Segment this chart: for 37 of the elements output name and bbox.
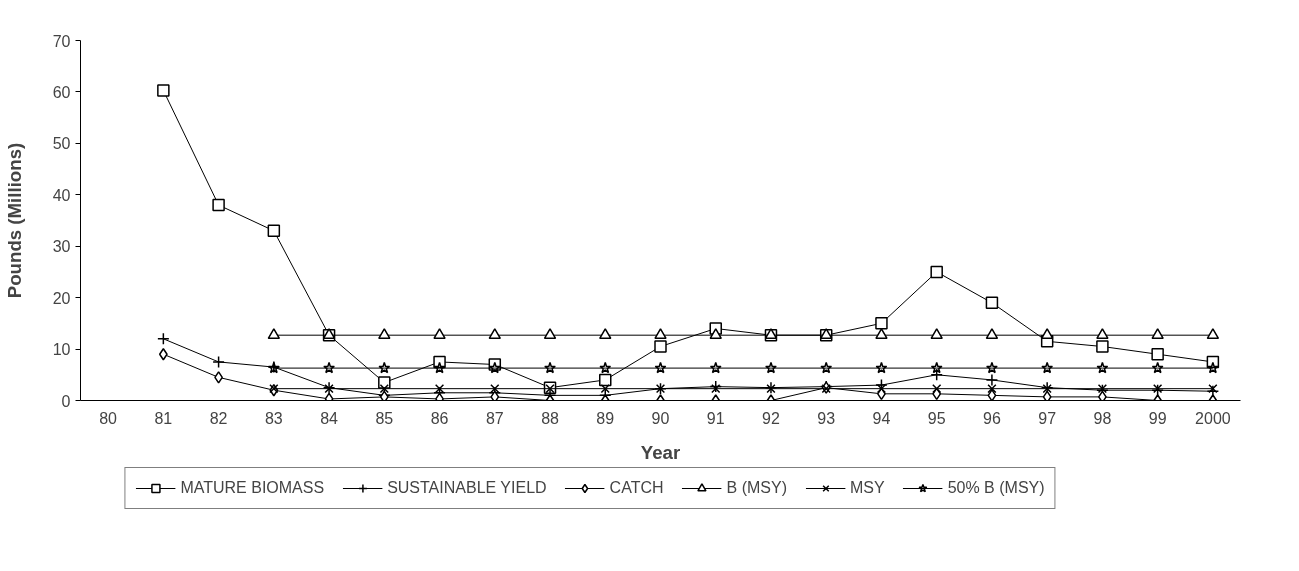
x-tick-label: 88 <box>541 409 560 427</box>
legend-label: 50% B (MSY) <box>947 478 1045 497</box>
y-tick-label: 0 <box>61 392 71 410</box>
y-tick-label: 70 <box>52 32 71 50</box>
x-tick-label: 91 <box>706 409 725 427</box>
y-tick-label: 10 <box>52 341 71 359</box>
x-tick-label: 83 <box>264 409 283 427</box>
x-tick-label: 82 <box>209 409 228 427</box>
x-tick-label: 90 <box>651 409 670 427</box>
x-tick-label: 92 <box>762 409 780 427</box>
x-tick-label: 99 <box>1148 409 1167 427</box>
x-tick-label: 80 <box>99 409 118 427</box>
x-tick-label: 81 <box>154 409 173 427</box>
legend-label: B (MSY) <box>726 478 787 497</box>
y-tick-label: 40 <box>52 186 71 204</box>
y-tick-label: 30 <box>52 238 71 256</box>
y-axis-title: Pounds (Millions) <box>3 142 25 299</box>
x-tick-label: 85 <box>375 409 394 427</box>
x-tick-label: 87 <box>485 409 504 427</box>
x-tick-label: 97 <box>1038 409 1057 427</box>
y-tick-label: 50 <box>52 135 71 153</box>
x-tick-label: 84 <box>320 409 339 427</box>
x-tick-label: 2000 <box>1195 409 1231 427</box>
x-tick-label: 95 <box>927 409 946 427</box>
x-tick-label: 86 <box>430 409 449 427</box>
x-tick-label: 89 <box>596 409 615 427</box>
y-tick-label: 20 <box>52 289 71 307</box>
legend-label: CATCH <box>609 478 664 497</box>
x-axis-title: Year <box>640 441 681 463</box>
x-tick-label: 93 <box>817 409 836 427</box>
x-tick-label: 96 <box>983 409 1001 427</box>
x-tick-label: 94 <box>872 409 891 427</box>
legend-label: MATURE BIOMASS <box>180 478 325 497</box>
legend-label: MSY <box>849 478 885 497</box>
y-tick-label: 60 <box>52 83 71 101</box>
x-tick-label: 98 <box>1093 409 1112 427</box>
legend-label: SUSTAINABLE YIELD <box>387 478 547 497</box>
